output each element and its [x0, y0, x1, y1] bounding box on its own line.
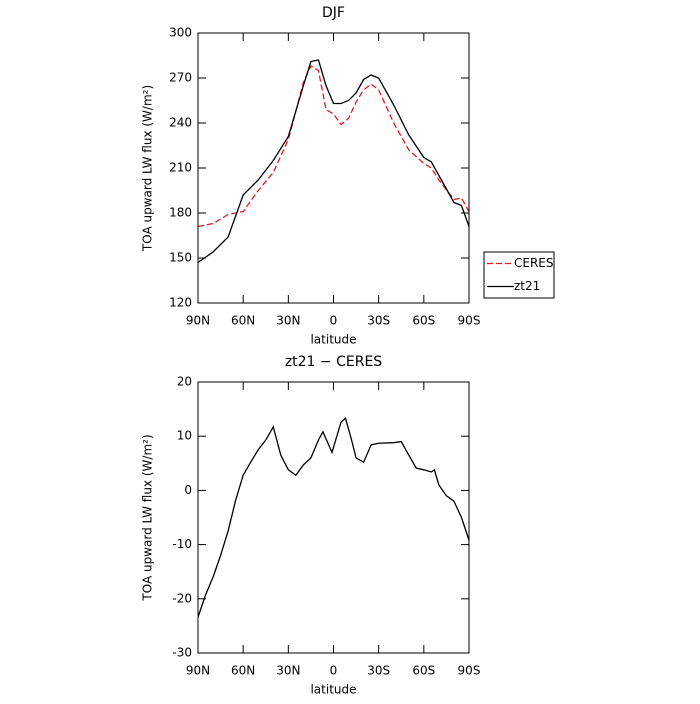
- y-tick-label: -20: [172, 591, 192, 605]
- legend-label: CERES: [514, 256, 554, 270]
- y-tick-label: 20: [177, 375, 192, 389]
- x-tick-label: 0: [330, 314, 338, 328]
- x-tick-label: 60N: [231, 664, 255, 678]
- y-tick-label: 0: [184, 483, 192, 497]
- x-tick-label: 0: [330, 664, 338, 678]
- plot-frame: [197, 32, 470, 304]
- chart-title: DJF: [322, 5, 345, 21]
- y-tick-label: 240: [169, 116, 192, 130]
- x-axis-label: latitude: [310, 333, 356, 347]
- x-tick-label: 30N: [276, 664, 300, 678]
- y-tick-label: 120: [169, 296, 192, 310]
- legend-label: zt21: [514, 279, 540, 293]
- y-tick-label: 10: [177, 429, 192, 443]
- y-tick-label: 300: [169, 26, 192, 40]
- chart-title: zt21 − CERES: [285, 354, 382, 370]
- x-axis-label: latitude: [310, 683, 356, 697]
- x-tick-label: 60S: [412, 664, 435, 678]
- data-line: [197, 417, 470, 618]
- x-tick-label: 90N: [186, 664, 210, 678]
- x-tick-label: 90N: [186, 314, 210, 328]
- y-axis-label: TOA upward LW flux (W/m²): [141, 85, 155, 252]
- x-tick-label: 90S: [458, 314, 481, 328]
- x-tick-label: 60N: [231, 314, 255, 328]
- legend-box: [483, 251, 555, 299]
- y-tick-label: 150: [169, 251, 192, 265]
- y-tick-label: 270: [169, 71, 192, 85]
- y-tick-label: 210: [169, 161, 192, 175]
- data-line: [197, 59, 470, 264]
- y-tick-label: -30: [172, 646, 192, 660]
- plot-frame: [197, 381, 470, 654]
- data-line: [197, 65, 470, 228]
- y-tick-label: 180: [169, 206, 192, 220]
- x-tick-label: 60S: [412, 314, 435, 328]
- x-tick-label: 30N: [276, 314, 300, 328]
- y-tick-label: -10: [172, 537, 192, 551]
- x-tick-label: 30S: [367, 314, 390, 328]
- x-tick-label: 30S: [367, 664, 390, 678]
- x-tick-label: 90S: [458, 664, 481, 678]
- y-axis-label: TOA upward LW flux (W/m²): [141, 434, 155, 601]
